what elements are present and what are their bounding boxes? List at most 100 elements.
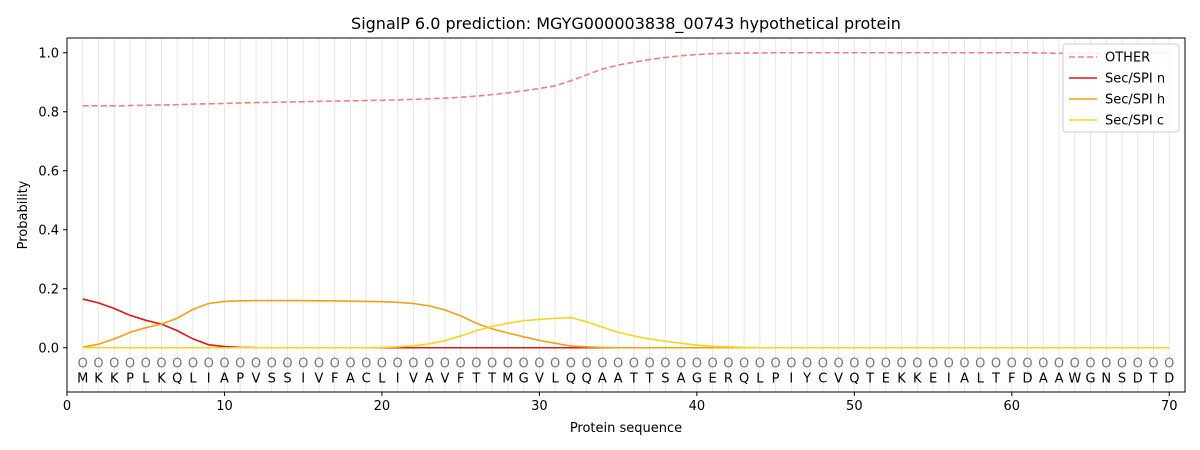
residue-letter: V [314, 371, 323, 386]
residue-letter: V [409, 371, 418, 386]
residue-annotation: O [298, 357, 308, 372]
residue-letter: I [301, 371, 305, 386]
residue-annotation: O [1054, 357, 1064, 372]
residue-letter: S [268, 371, 276, 386]
residue-annotation: O [345, 357, 355, 372]
residue-annotation: O [1148, 357, 1158, 372]
residue-letter: K [897, 371, 906, 386]
residue-letter: G [519, 371, 529, 386]
legend-entry: Sec/SPI h [1105, 93, 1165, 108]
residue-letter: A [425, 371, 434, 386]
residue-annotation: O [660, 357, 670, 372]
plot-frame [66, 37, 1186, 393]
residue-annotation: O [314, 357, 324, 372]
residue-letter: W [1068, 371, 1081, 386]
residue-letter: I [396, 371, 400, 386]
residue-letter: Q [172, 371, 182, 386]
y-tick-label: 0.8 [38, 105, 59, 120]
residue-letter: T [1149, 371, 1158, 386]
residue-letter: E [882, 371, 890, 386]
residue-annotation: O [613, 357, 623, 372]
residue-letter: K [110, 371, 119, 386]
y-tick-label: 0.0 [38, 341, 59, 356]
residue-letter: L [552, 371, 560, 386]
residue-letter: N [1101, 371, 1111, 386]
residue-letter: Y [802, 371, 811, 386]
residue-annotation: O [912, 357, 922, 372]
residue-annotation: O [582, 357, 592, 372]
residue-letter: K [157, 371, 166, 386]
x-tick-label: 10 [216, 399, 233, 414]
residue-letter: T [645, 371, 654, 386]
residue-letter: T [471, 371, 480, 386]
y-axis-ticks: 0.0 0.2 0.4 0.6 0.8 1.0 [38, 46, 67, 356]
residue-annotation: O [188, 357, 198, 372]
residue-letter: E [708, 371, 716, 386]
residue-letter: A [220, 371, 229, 386]
residue-letter: Q [566, 371, 576, 386]
residue-annotation: O [676, 357, 686, 372]
residue-letter: T [487, 371, 496, 386]
residue-annotation: O [802, 357, 812, 372]
residue-annotation: O [1117, 357, 1127, 372]
x-tick-label: 30 [531, 399, 548, 414]
residue-annotation: O [896, 357, 906, 372]
residue-annotation: O [1070, 357, 1080, 372]
residue-annotation: O [739, 357, 749, 372]
residue-annotation: O [267, 357, 277, 372]
x-tick-label: 0 [63, 399, 71, 414]
residue-letter: S [1118, 371, 1126, 386]
y-tick-label: 0.4 [38, 223, 59, 238]
residue-letter: T [991, 371, 1000, 386]
residue-letter: S [661, 371, 669, 386]
residue-annotation: O [629, 357, 639, 372]
residue-annotation: O [959, 357, 969, 372]
residue-letter: L [189, 371, 197, 386]
residue-annotation: O [219, 357, 229, 372]
y-tick-label: 0.6 [38, 164, 59, 179]
residue-annotation: O [204, 357, 214, 372]
residue-letter: A [598, 371, 607, 386]
residue-annotation: O [786, 357, 796, 372]
x-tick-label: 60 [1004, 399, 1021, 414]
y-tick-label: 1.0 [38, 46, 59, 61]
residue-letter: T [865, 371, 874, 386]
residue-letter: I [207, 371, 211, 386]
residue-annotation: O [471, 357, 481, 372]
residue-letter: K [94, 371, 103, 386]
legend: OTHER Sec/SPI n Sec/SPI h Sec/SPI c [1062, 43, 1180, 133]
residue-letter: D [1133, 371, 1143, 386]
residue-annotation: O [755, 357, 765, 372]
legend-entry: Sec/SPI n [1105, 72, 1165, 87]
residue-annotation: O [723, 357, 733, 372]
y-axis-label: Probability [16, 180, 31, 249]
residue-letter: V [535, 371, 544, 386]
residue-annotation: O [991, 357, 1001, 372]
residue-annotation: O [487, 357, 497, 372]
residue-letter: A [346, 371, 355, 386]
residue-annotation: O [944, 357, 954, 372]
residue-letter: Q [582, 371, 592, 386]
residue-annotation: O [93, 357, 103, 372]
residue-letter: I [947, 371, 951, 386]
residue-letter: G [1085, 371, 1095, 386]
residue-letter: M [77, 371, 88, 386]
residue-annotation: O [707, 357, 717, 372]
residue-letter: A [1039, 371, 1048, 386]
residue-letter: D [1164, 371, 1174, 386]
residue-letter: T [629, 371, 638, 386]
residue-annotation: O [424, 357, 434, 372]
legend-entry: Sec/SPI c [1105, 114, 1164, 129]
residue-annotation: O [156, 357, 166, 372]
residue-letter: C [818, 371, 827, 386]
residue-annotation: O [818, 357, 828, 372]
x-tick-label: 50 [846, 399, 863, 414]
residue-letter: E [929, 371, 937, 386]
residue-annotation: O [282, 357, 292, 372]
chart-title: SignalP 6.0 prediction: MGYG000003838_00… [351, 14, 901, 34]
x-tick-label: 40 [689, 399, 706, 414]
residue-annotation: O [377, 357, 387, 372]
residue-letter: R [724, 371, 733, 386]
residue-annotation: O [1022, 357, 1032, 372]
residue-annotation: O [1164, 357, 1174, 372]
